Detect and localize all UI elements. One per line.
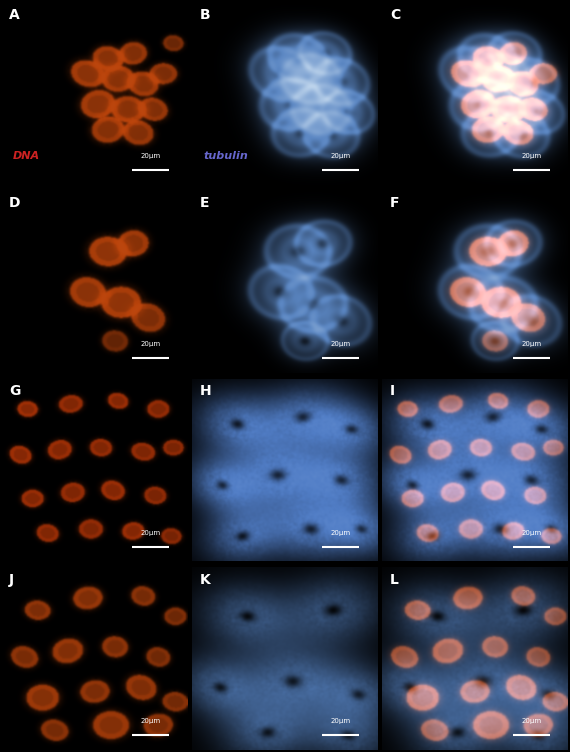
Text: F: F [390, 196, 400, 210]
Text: 20μm: 20μm [521, 153, 541, 159]
Text: E: E [200, 196, 209, 210]
Text: I: I [390, 384, 395, 399]
Text: L: L [390, 573, 399, 587]
Text: 20μm: 20μm [331, 153, 351, 159]
Text: 20μm: 20μm [521, 530, 541, 536]
Text: J: J [9, 573, 14, 587]
Text: tubulin: tubulin [203, 151, 248, 161]
Text: 20μm: 20μm [521, 718, 541, 724]
Text: 20μm: 20μm [331, 718, 351, 724]
Text: 20μm: 20μm [140, 341, 160, 347]
Text: 20μm: 20μm [331, 341, 351, 347]
Text: DNA: DNA [13, 151, 40, 161]
Text: D: D [9, 196, 21, 210]
Text: G: G [9, 384, 21, 399]
Text: 20μm: 20μm [140, 718, 160, 724]
Text: A: A [9, 8, 20, 22]
Text: 20μm: 20μm [521, 341, 541, 347]
Text: 20μm: 20μm [140, 153, 160, 159]
Text: 20μm: 20μm [331, 530, 351, 536]
Text: K: K [200, 573, 210, 587]
Text: C: C [390, 8, 400, 22]
Text: B: B [200, 8, 210, 22]
Text: 20μm: 20μm [140, 530, 160, 536]
Text: H: H [200, 384, 211, 399]
